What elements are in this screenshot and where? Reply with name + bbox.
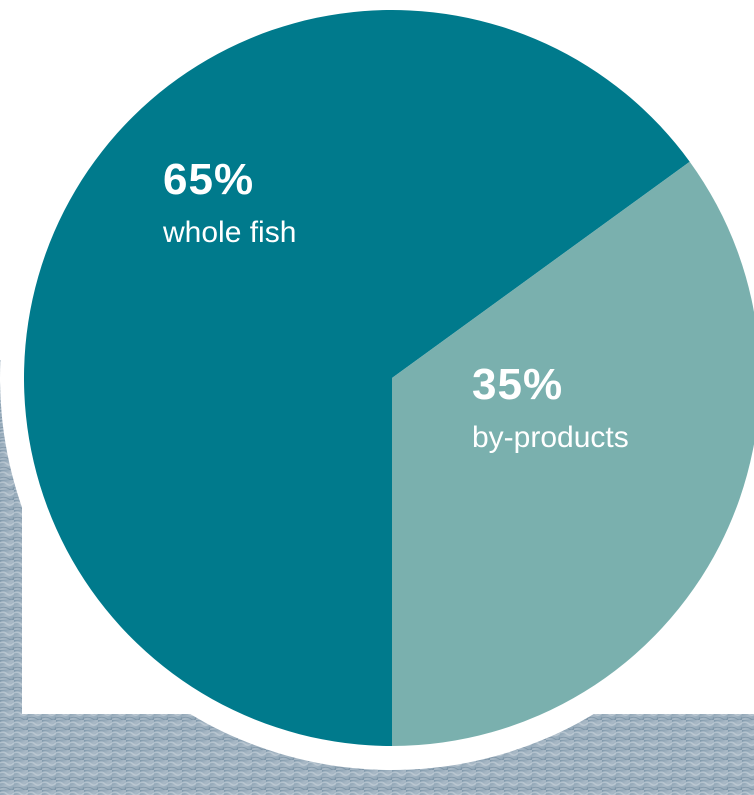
value-label: 35% (472, 360, 563, 409)
labels: 65% whole fish 35% by-products (162, 155, 629, 454)
category-label: by-products (472, 421, 629, 454)
category-label: whole fish (162, 216, 296, 249)
pie-slice (24, 10, 690, 746)
pie-slice (392, 161, 754, 746)
value-label: 65% (163, 155, 254, 204)
pie (24, 10, 754, 746)
